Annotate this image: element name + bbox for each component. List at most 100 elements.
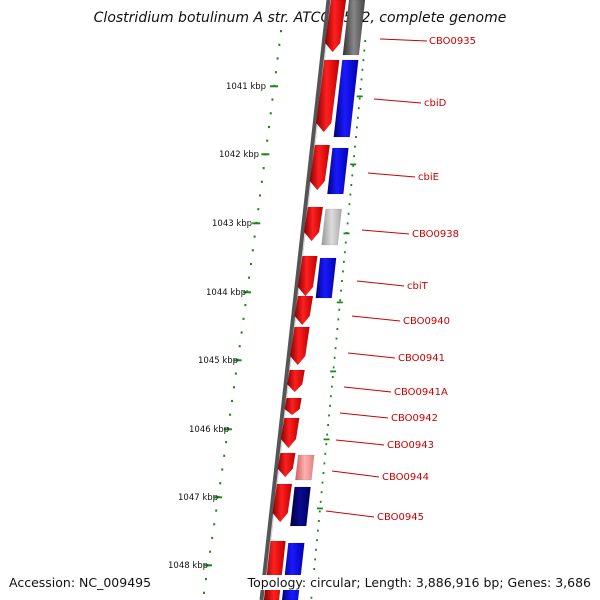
- scale-dot: [225, 441, 228, 444]
- gene-block: [272, 483, 293, 523]
- scale-major-tick: [214, 496, 223, 499]
- gene-block: [277, 452, 296, 478]
- inner-tick: [319, 500, 322, 503]
- gene-label-cbo0940: CBO0940: [403, 316, 450, 327]
- gene-label-cbo0942: CBO0942: [391, 413, 438, 424]
- scale-dot: [219, 482, 222, 485]
- inner-tick: [310, 596, 313, 599]
- inner-tick: [351, 174, 354, 177]
- inner-tick: [364, 40, 367, 42]
- scale-label: 1041 kbp: [226, 82, 266, 92]
- scale-dot: [276, 57, 279, 60]
- inner-major-tick: [336, 301, 343, 304]
- scale-dot: [211, 536, 214, 540]
- gene-block: [303, 206, 324, 242]
- scale-dot: [260, 180, 263, 183]
- scale-major-tick: [243, 291, 252, 294]
- inner-tick: [330, 385, 333, 388]
- inner-tick: [318, 510, 321, 513]
- gene-block: [286, 369, 305, 393]
- scale-major-tick: [203, 564, 212, 567]
- inner-tick: [357, 107, 360, 110]
- inner-tick: [317, 529, 319, 532]
- inner-tick: [358, 97, 361, 100]
- scale-dot: [274, 71, 277, 74]
- scale-dot: [240, 331, 243, 334]
- scale-label: 1044 kbp: [206, 288, 246, 298]
- gene-label-cbo0943: CBO0943: [387, 440, 434, 451]
- scale-dot: [209, 550, 212, 553]
- scale-label: 1047 kbp: [178, 493, 218, 503]
- inner-tick: [322, 472, 325, 474]
- inner-tick: [334, 347, 337, 350]
- inner-tick: [328, 414, 330, 417]
- gene-label-cbo0935: CBO0935: [429, 36, 476, 47]
- inner-major-tick: [323, 438, 330, 441]
- inner-tick: [314, 558, 317, 561]
- accession-text: Accession: NC_009495: [9, 575, 152, 590]
- inner-tick: [316, 539, 318, 542]
- inner-tick: [315, 548, 317, 551]
- inner-tick: [325, 443, 328, 446]
- inner-tick: [359, 88, 362, 90]
- inner-tick: [331, 376, 334, 378]
- inner-tick: [348, 203, 351, 206]
- scale-label: 1045 kbp: [198, 356, 238, 366]
- inner-major-tick: [343, 232, 350, 235]
- scale-major-tick: [270, 85, 279, 88]
- gene-block: [321, 208, 342, 246]
- inner-tick: [355, 136, 357, 138]
- scale-dot: [269, 112, 272, 115]
- gene-block: [324, 0, 347, 53]
- scale-label: 1042 kbp: [219, 150, 259, 160]
- inner-tick: [332, 366, 335, 369]
- inner-tick: [352, 164, 355, 167]
- scale-dot: [280, 30, 282, 33]
- gene-label-cbo0938: CBO0938: [412, 229, 459, 240]
- scale-dot: [223, 454, 226, 457]
- scale-dot: [202, 591, 205, 594]
- inner-tick: [317, 520, 320, 522]
- gene-label-cbid: cbiD: [424, 98, 447, 109]
- label-leaders: [325, 38, 428, 518]
- gene-block: [333, 59, 359, 138]
- inner-tick: [327, 424, 330, 426]
- gene-track: [263, 0, 366, 600]
- scale-dot: [229, 413, 232, 416]
- scale-dot: [231, 399, 234, 403]
- inner-tick: [321, 481, 324, 484]
- scale-dot: [253, 235, 256, 238]
- inner-tick: [313, 568, 316, 570]
- inner-tick: [343, 251, 346, 254]
- inner-tick: [350, 184, 353, 186]
- scale-dot: [262, 167, 265, 170]
- gene-block: [289, 486, 311, 527]
- inner-tick: [353, 155, 355, 158]
- inner-tick: [333, 356, 336, 359]
- inner-major-tick: [316, 507, 323, 510]
- gene-block: [315, 257, 337, 299]
- scale-label: 1046 kbp: [189, 425, 229, 435]
- gene-block: [295, 454, 315, 481]
- inner-tick: [346, 222, 349, 225]
- inner-tick: [323, 462, 326, 465]
- scale-label: 1043 kbp: [212, 219, 252, 229]
- inner-tick: [340, 289, 343, 292]
- scale-dot: [215, 509, 218, 512]
- scale-labels: 1041 kbp 1042 kbp 1043 kbp 1044 kbp 1045…: [168, 82, 266, 571]
- scale-major-tick: [261, 153, 270, 156]
- gene-label-cbo0944: CBO0944: [382, 472, 429, 483]
- gene-block: [280, 417, 300, 449]
- gene-label-cbie: cbiE: [418, 172, 439, 183]
- scale-dot: [205, 578, 208, 581]
- gene-block: [289, 326, 310, 366]
- inner-tick: [342, 270, 344, 273]
- scale-dot: [271, 98, 274, 101]
- gene-block: [309, 144, 331, 191]
- scale-dot: [267, 125, 270, 129]
- inner-tick: [336, 328, 339, 330]
- gene-block: [297, 255, 318, 297]
- gene-label-cbo0945: CBO0945: [377, 512, 424, 523]
- genome-summary-text: Topology: circular; Length: 3,886,916 bp…: [245, 575, 591, 590]
- inner-tick: [329, 395, 332, 398]
